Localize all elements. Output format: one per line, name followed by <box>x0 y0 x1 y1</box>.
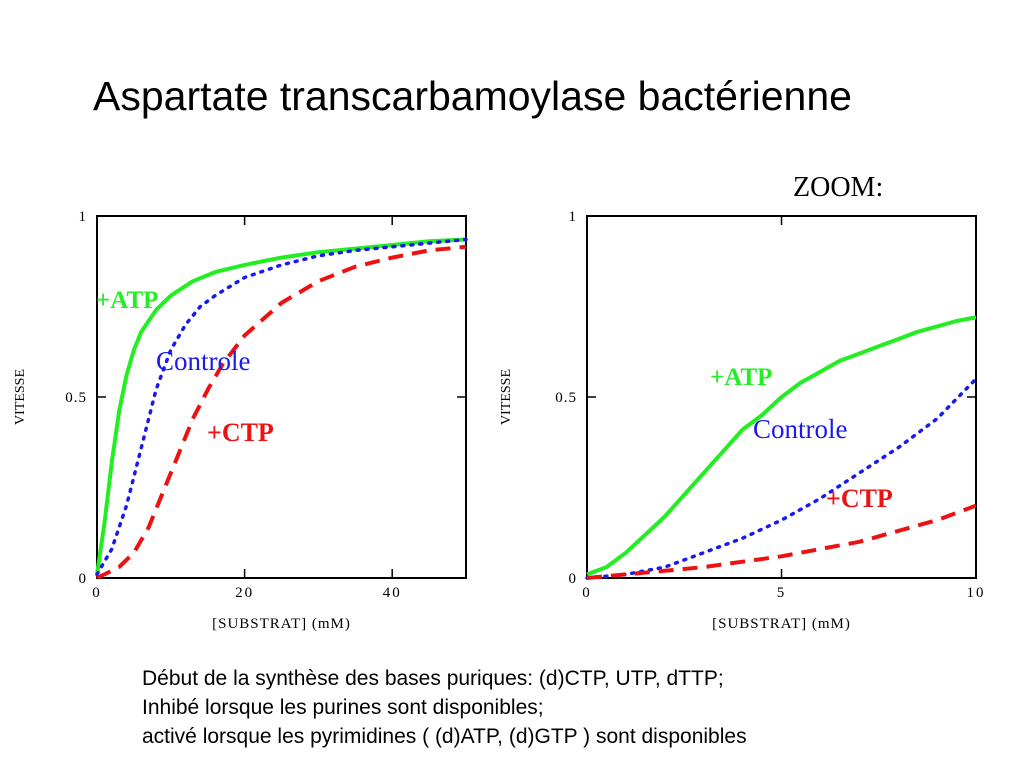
chart1-curve-label-atp: +ATP <box>96 287 158 314</box>
chart1-curve-label-controle: Controle <box>156 346 251 376</box>
footer-text: Début de la synthèse des bases puriques:… <box>142 664 747 751</box>
footer-line-1: Début de la synthèse des bases puriques:… <box>142 667 724 690</box>
chart1-x-tick-label: 40 <box>383 585 402 601</box>
chart1-y-tick-label: 0.5 <box>65 390 87 406</box>
chart1-x-axis-label: [SUBSTRAT] (mM) <box>212 616 351 632</box>
chart1-x-tick-label: 0 <box>92 585 102 601</box>
chart2-curve-label-ctp: +CTP <box>826 484 893 513</box>
chart1-series-ctp-line <box>96 244 467 580</box>
chart1-y-axis-label: VITESSE <box>13 369 28 425</box>
chart1-series-controle-line <box>95 237 468 577</box>
chart2-x-tick-label: 5 <box>777 585 787 601</box>
chart2-y-axis-label: VITESSE <box>499 369 514 425</box>
footer-line-3: activé lorsque les pyrimidines ( (d)ATP,… <box>142 725 747 748</box>
chart2-x-axis-label: [SUBSTRAT] (mM) <box>712 616 851 632</box>
chart1-curve-label-ctp: +CTP <box>207 418 274 447</box>
chart1-x-tick-label: 20 <box>235 585 254 601</box>
chart2-series-atp-line <box>586 315 977 577</box>
footer-line-2: Inhibé lorsque les purines sont disponib… <box>142 696 544 719</box>
zoom-label: ZOOM: <box>793 172 884 203</box>
chart2-curve-label-atp: +ATP <box>710 364 772 391</box>
chart2-y-tick-label: 0.5 <box>555 390 577 406</box>
chart2-y-tick-label: 0 <box>569 571 578 587</box>
chart2-series-controle-line <box>585 377 978 580</box>
chart2-series-ctp-line <box>586 503 977 580</box>
chart1-y-tick-label: 0 <box>79 571 88 587</box>
chart2-y-tick-label: 1 <box>569 209 578 225</box>
chart2-curve-label-controle: Controle <box>753 414 848 444</box>
chart2-x-tick-label: 10 <box>967 585 986 601</box>
chart1-plot-frame <box>96 215 467 579</box>
chart2-x-tick-label: 0 <box>582 585 592 601</box>
page-title: Aspartate transcarbamoylase bactérienne <box>93 73 852 119</box>
chart1-y-tick-label: 1 <box>79 209 88 225</box>
chart1-series-atp-line <box>95 237 467 575</box>
